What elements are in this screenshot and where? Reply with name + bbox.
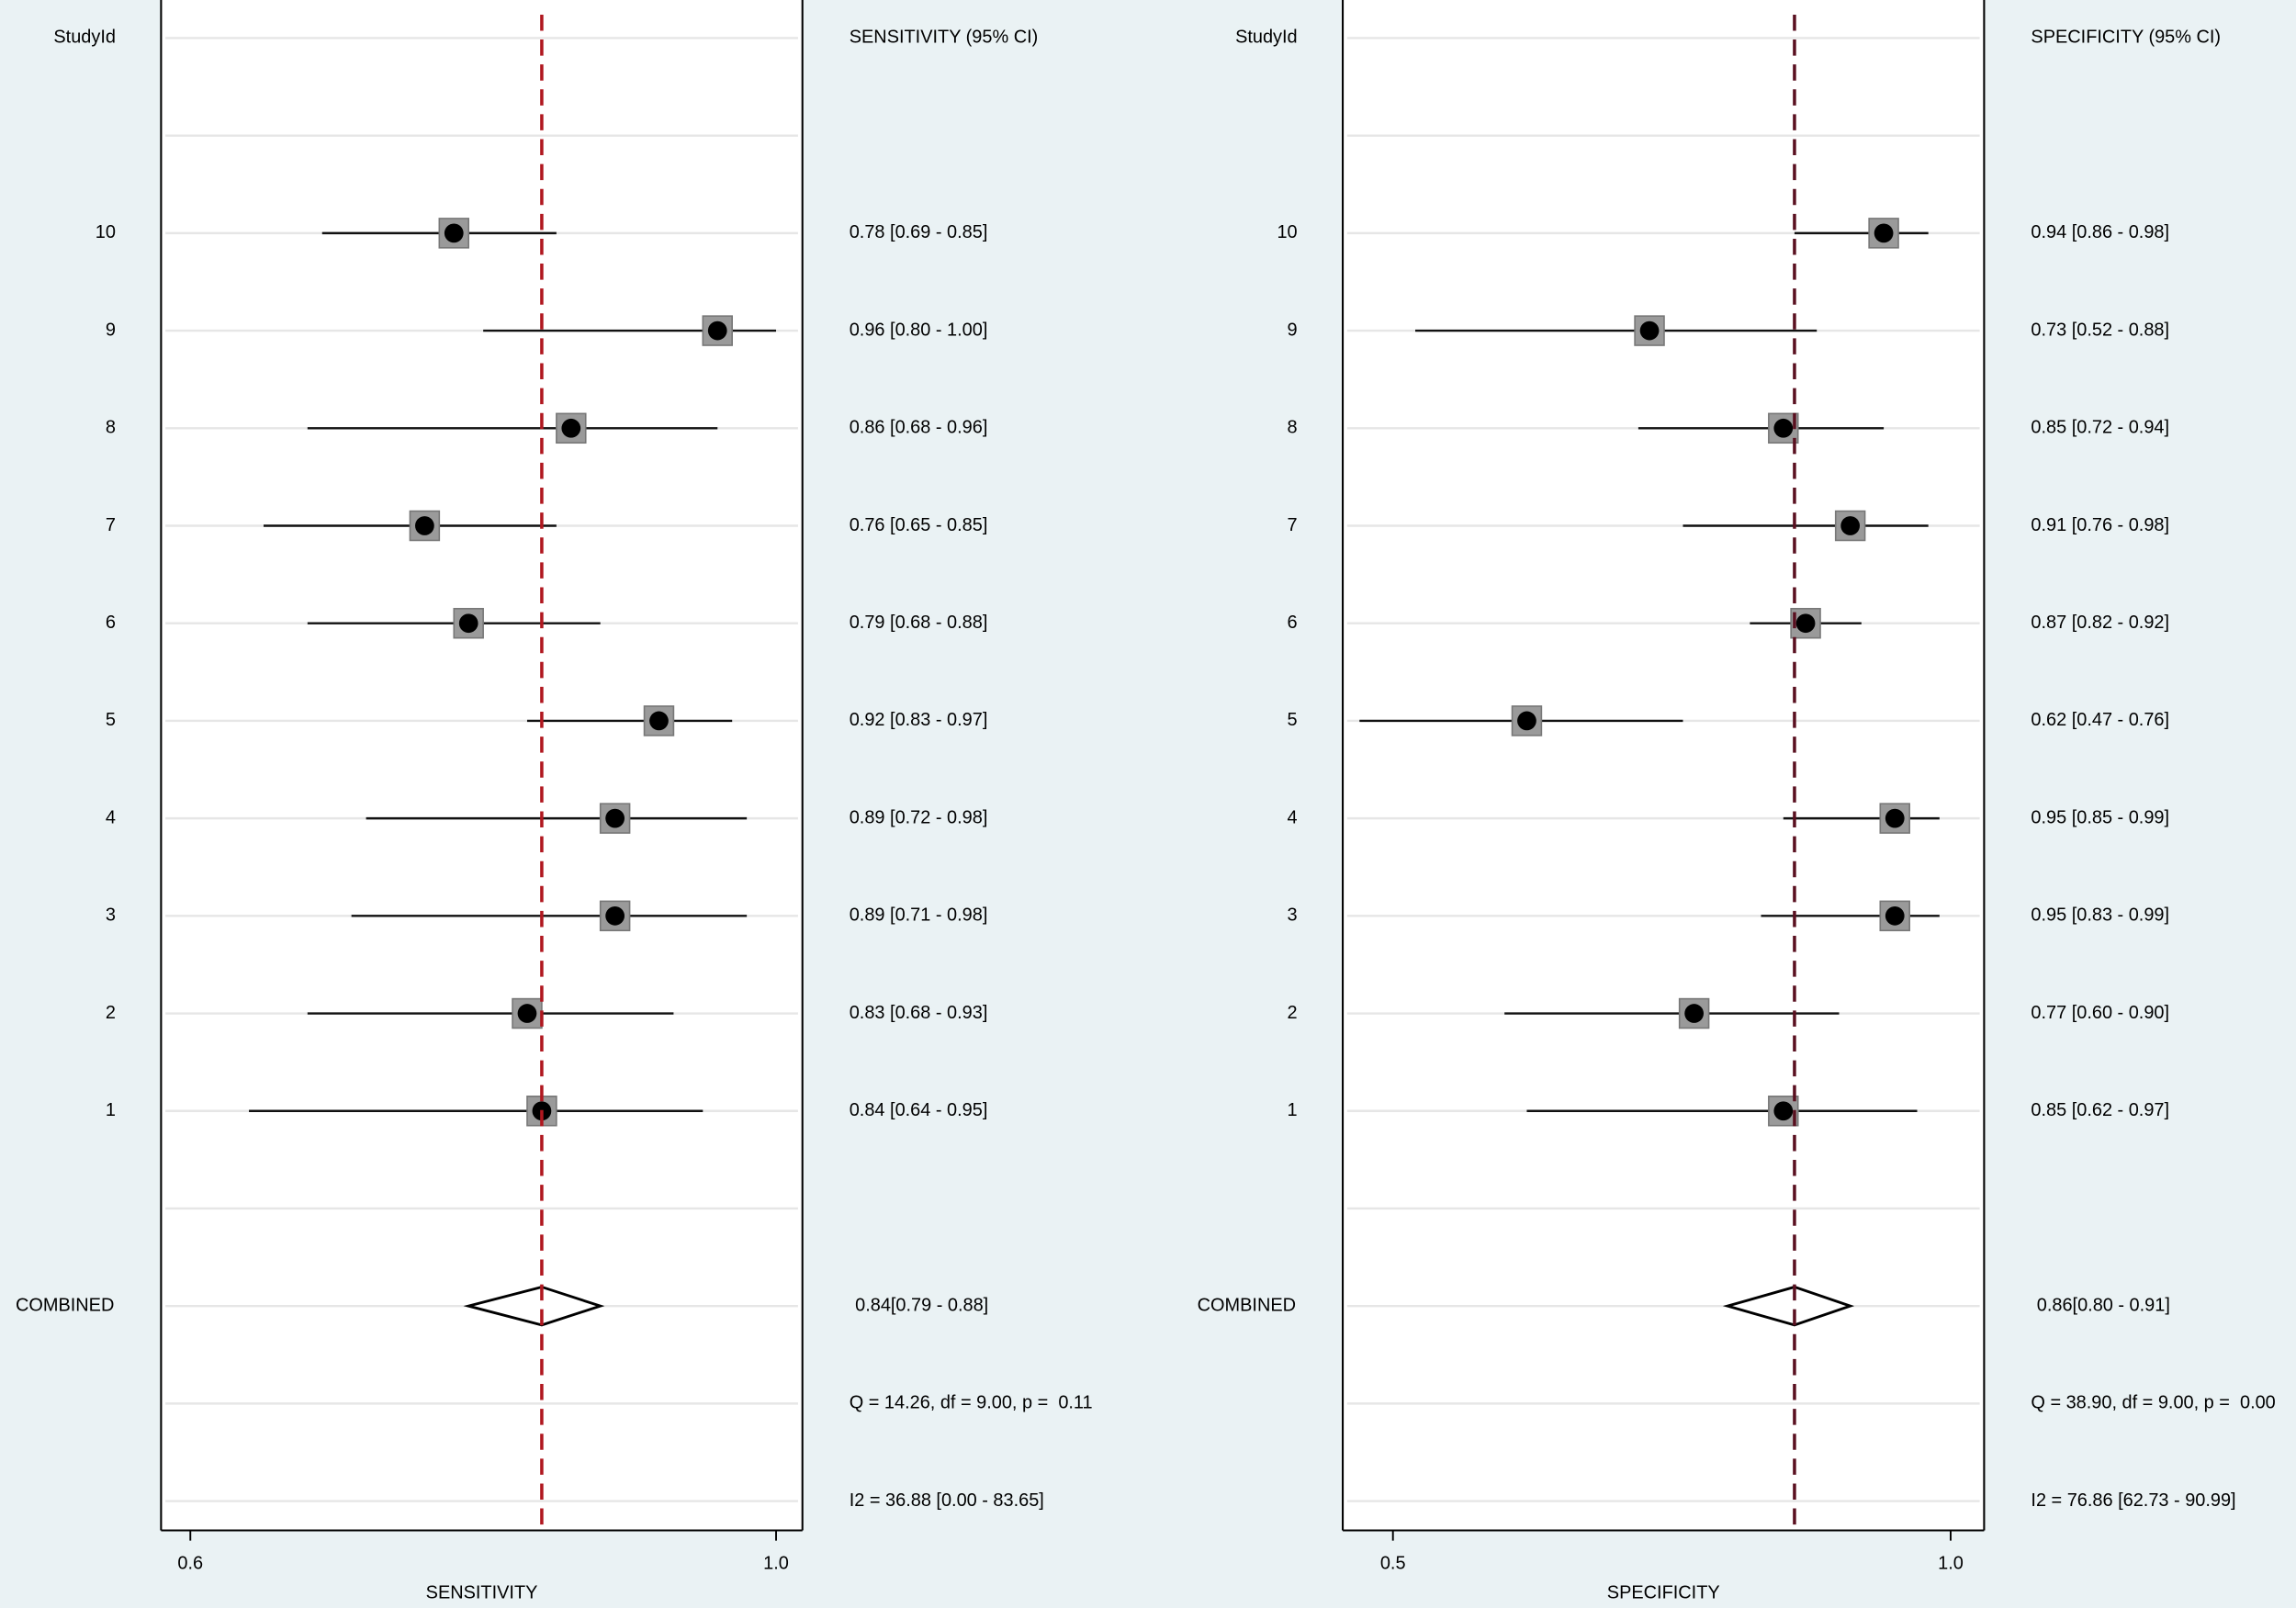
point-estimate bbox=[1874, 223, 1894, 243]
ci-label: 0.86 [0.68 - 0.96] bbox=[850, 418, 988, 438]
study-label: 4 bbox=[1288, 807, 1298, 827]
ci-label: 0.87 [0.82 - 0.92] bbox=[2031, 613, 2169, 633]
ci-label: 0.85 [0.72 - 0.94] bbox=[2031, 418, 2169, 438]
study-header: StudyId bbox=[53, 28, 116, 48]
weight-square bbox=[599, 803, 631, 834]
point-estimate bbox=[605, 808, 625, 828]
ci-label: 0.85 [0.62 - 0.97] bbox=[2031, 1100, 2169, 1120]
study-label: 5 bbox=[1288, 710, 1298, 730]
point-estimate bbox=[1639, 320, 1660, 341]
ci-label: 0.78 [0.69 - 0.85] bbox=[850, 222, 988, 242]
ci-label: 0.89 [0.72 - 0.98] bbox=[850, 807, 988, 827]
heterogeneity-annotation: I2 = 76.86 [62.73 - 90.99] bbox=[2031, 1490, 2235, 1511]
plot-area bbox=[161, 0, 803, 1531]
study-label: 1 bbox=[106, 1100, 116, 1120]
study-label: 10 bbox=[96, 222, 116, 242]
ci-label: 0.76 [0.65 - 0.85] bbox=[850, 515, 988, 535]
point-estimate bbox=[458, 613, 478, 634]
ci-label: 0.84 [0.64 - 0.95] bbox=[850, 1100, 988, 1120]
study-label: 10 bbox=[1277, 222, 1297, 242]
x-axis-label: SPECIFICITY bbox=[1607, 1582, 1720, 1602]
study-label: 7 bbox=[1288, 515, 1298, 535]
x-tick-label: 0.6 bbox=[177, 1553, 203, 1573]
point-estimate bbox=[1773, 1101, 1794, 1121]
weight-square bbox=[702, 315, 733, 346]
point-estimate bbox=[1885, 905, 1905, 926]
study-label: 3 bbox=[1288, 905, 1298, 926]
pooled-diamond bbox=[463, 1285, 605, 1327]
x-tick-label: 1.0 bbox=[1938, 1553, 1964, 1573]
study-label: 9 bbox=[1288, 320, 1298, 340]
study-label: 1 bbox=[1288, 1100, 1298, 1120]
study-label: 2 bbox=[1288, 1003, 1298, 1023]
ci-header: SENSITIVITY (95% CI) bbox=[850, 28, 1039, 48]
point-estimate bbox=[1840, 516, 1861, 535]
point-estimate bbox=[444, 223, 464, 243]
heterogeneity-annotation: Q = 38.90, df = 9.00, p = 0.00 bbox=[2031, 1393, 2275, 1413]
heterogeneity-annotation: Q = 14.26, df = 9.00, p = 0.11 bbox=[850, 1393, 1093, 1413]
point-estimate bbox=[561, 418, 581, 438]
study-label: 8 bbox=[106, 418, 116, 438]
ci-label: 0.94 [0.86 - 0.98] bbox=[2031, 222, 2169, 242]
study-label: 6 bbox=[1288, 613, 1298, 633]
ci-label: 0.86[0.80 - 0.91] bbox=[2037, 1295, 2170, 1315]
ci-header: SPECIFICITY (95% CI) bbox=[2031, 28, 2221, 48]
point-estimate bbox=[1773, 418, 1794, 438]
point-estimate bbox=[605, 905, 625, 926]
ci-label: 0.73 [0.52 - 0.88] bbox=[2031, 320, 2169, 340]
ci-label: 0.89 [0.71 - 0.98] bbox=[850, 905, 988, 926]
point-estimate bbox=[415, 516, 434, 535]
study-label: 4 bbox=[106, 807, 116, 827]
ci-label: 0.83 [0.68 - 0.93] bbox=[850, 1003, 988, 1023]
weight-square bbox=[1879, 900, 1910, 932]
ci-label: 0.79 [0.68 - 0.88] bbox=[850, 613, 988, 633]
weight-square bbox=[409, 510, 441, 542]
ci-label: 0.95 [0.85 - 0.99] bbox=[2031, 807, 2169, 827]
study-label: 2 bbox=[106, 1003, 116, 1023]
x-tick-label: 0.5 bbox=[1380, 1553, 1406, 1573]
study-label: 8 bbox=[1288, 418, 1298, 438]
study-label: 3 bbox=[106, 905, 116, 926]
ci-label: 0.95 [0.83 - 0.99] bbox=[2031, 905, 2169, 926]
study-label: 9 bbox=[106, 320, 116, 340]
ci-label: 0.77 [0.60 - 0.90] bbox=[2031, 1003, 2169, 1023]
point-estimate bbox=[1517, 711, 1536, 731]
study-label: 6 bbox=[106, 613, 116, 633]
ci-label: 0.62 [0.47 - 0.76] bbox=[2031, 710, 2169, 730]
point-estimate bbox=[1885, 808, 1905, 828]
x-axis-label: SENSITIVITY bbox=[426, 1582, 538, 1602]
x-tick-label: 1.0 bbox=[763, 1553, 789, 1573]
ci-label: 0.96 [0.80 - 1.00] bbox=[850, 320, 988, 340]
point-estimate bbox=[649, 711, 669, 731]
point-estimate bbox=[1684, 1004, 1704, 1023]
ci-label: 0.84[0.79 - 0.88] bbox=[855, 1295, 988, 1315]
study-label: 7 bbox=[106, 515, 116, 535]
ci-label: 0.91 [0.76 - 0.98] bbox=[2031, 515, 2169, 535]
point-estimate bbox=[517, 1004, 537, 1023]
point-estimate bbox=[1795, 613, 1816, 634]
study-label: COMBINED bbox=[1198, 1295, 1296, 1315]
pooled-diamond bbox=[1722, 1285, 1855, 1327]
study-label: COMBINED bbox=[16, 1295, 114, 1315]
heterogeneity-annotation: I2 = 36.88 [0.00 - 83.65] bbox=[850, 1490, 1044, 1511]
study-label: 5 bbox=[106, 710, 116, 730]
weight-square bbox=[643, 705, 675, 737]
ci-label: 0.92 [0.83 - 0.97] bbox=[850, 710, 988, 730]
point-estimate bbox=[707, 320, 727, 341]
study-header: StudyId bbox=[1235, 28, 1298, 48]
plot-area bbox=[1343, 0, 1985, 1531]
